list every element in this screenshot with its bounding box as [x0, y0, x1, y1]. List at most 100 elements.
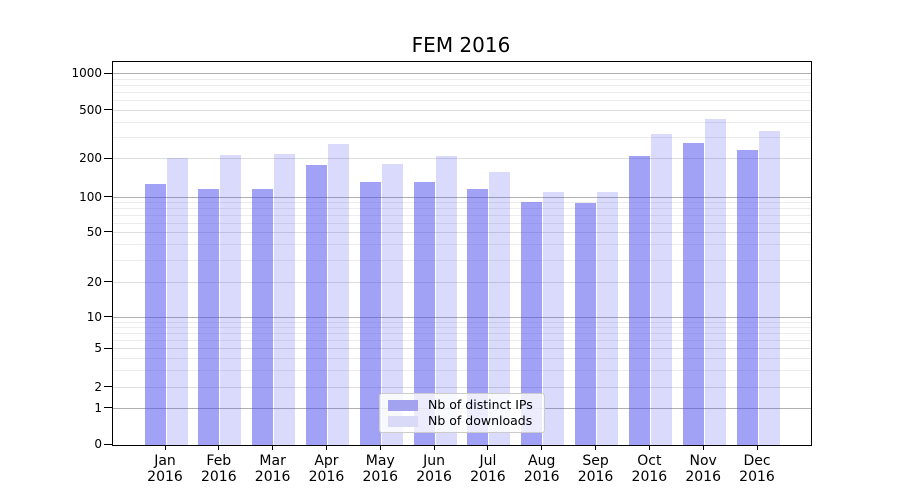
x-tick-feb	[218, 445, 220, 450]
x-tick-label-nov: Nov 2016	[685, 453, 721, 485]
gridline-900	[113, 78, 811, 80]
y-tick-label-1000: 1000	[71, 66, 102, 81]
bar-downloads-jan	[166, 157, 188, 445]
gridline-300	[113, 136, 811, 138]
gridline-7	[113, 333, 811, 335]
gridline-90	[113, 202, 811, 204]
y-tick-0	[104, 443, 112, 445]
bar-ips-mar	[252, 189, 274, 445]
bar-ips-dec	[736, 150, 758, 445]
x-tick-label-dec: Dec 2016	[739, 453, 775, 485]
legend-item-downloads: Nb of downloads	[388, 414, 536, 428]
y-tick-label-20: 20	[86, 274, 102, 289]
x-tick-may	[379, 445, 381, 450]
x-tick-label-apr: Apr 2016	[308, 453, 345, 485]
y-tick-5	[104, 347, 112, 349]
bar-downloads-oct	[650, 134, 672, 445]
y-tick-label-200: 200	[79, 151, 102, 166]
legend-label-distinct-ips: Nb of distinct IPs	[428, 397, 533, 412]
x-tick-jun	[433, 445, 435, 450]
bar-ips-feb	[198, 189, 220, 445]
y-tick-20	[104, 281, 112, 283]
gridline-600	[113, 100, 811, 102]
gridline-80	[113, 207, 811, 209]
bar-downloads-aug	[543, 191, 565, 445]
gridline-40	[113, 243, 811, 245]
gridline-1000	[113, 73, 811, 75]
bar-downloads-sep	[597, 191, 619, 445]
bar-downloads-apr	[327, 143, 349, 445]
bar-downloads-feb	[220, 155, 242, 445]
x-tick-nov	[702, 445, 704, 450]
gridline-60	[113, 222, 811, 224]
x-tick-dec	[756, 445, 758, 450]
y-tick-label-100: 100	[79, 189, 102, 204]
x-tick-label-jun: Jun 2016	[416, 453, 452, 485]
gridline-3	[113, 369, 811, 371]
gridline-500	[113, 110, 811, 111]
bar-ips-apr	[305, 165, 327, 445]
bars-layer	[113, 62, 811, 445]
x-tick-jan	[164, 445, 166, 450]
y-tick-label-2: 2	[94, 379, 102, 394]
gridline-700	[113, 92, 811, 94]
plot-area	[112, 61, 812, 446]
x-tick-label-feb: Feb 2016	[200, 453, 237, 485]
x-tick-mar	[272, 445, 274, 450]
y-tick-label-0: 0	[94, 437, 102, 451]
gridlines-layer	[113, 62, 811, 445]
bar-ips-jul	[467, 188, 489, 445]
gridline-5	[113, 348, 811, 350]
gridline-30	[113, 259, 811, 261]
x-tick-label-jul: Jul 2016	[470, 453, 506, 485]
y-tick-label-1: 1	[94, 400, 102, 415]
gridline-400	[113, 121, 811, 123]
legend-swatch-distinct-ips	[388, 399, 418, 411]
x-tick-label-jan: Jan 2016	[147, 453, 183, 485]
gridline-8	[113, 327, 811, 329]
y-tick-label-5: 5	[94, 341, 102, 356]
bar-ips-nov	[682, 142, 704, 445]
chart-title: FEM 2016	[411, 33, 511, 57]
x-tick-label-mar: Mar 2016	[254, 453, 291, 485]
bar-downloads-nov	[704, 118, 726, 445]
gridline-2	[113, 386, 811, 388]
x-tick-oct	[648, 445, 650, 450]
x-tick-label-oct: Oct 2016	[631, 453, 668, 485]
y-tick-50	[104, 231, 112, 233]
gridline-50	[113, 231, 811, 233]
y-tick-100	[104, 196, 112, 198]
y-tick-label-50: 50	[86, 224, 102, 239]
x-tick-sep	[595, 445, 597, 450]
x-tick-label-aug: Aug 2016	[523, 453, 560, 485]
x-tick-jul	[487, 445, 489, 450]
gridline-70	[113, 214, 811, 216]
x-tick-aug	[541, 445, 543, 450]
gridline-9	[113, 321, 811, 323]
gridline-20	[113, 281, 811, 283]
x-tick-apr	[325, 445, 327, 450]
bar-downloads-jul	[489, 172, 511, 445]
bar-ips-aug	[521, 201, 543, 445]
legend-label-downloads: Nb of downloads	[428, 413, 533, 428]
gridline-4	[113, 357, 811, 359]
gridline-6	[113, 340, 811, 342]
y-tick-200	[104, 157, 112, 159]
gridline-10	[113, 317, 811, 318]
legend-item-distinct-ips: Nb of distinct IPs	[388, 398, 536, 412]
bar-ips-oct	[628, 156, 650, 445]
bar-ips-sep	[575, 203, 597, 445]
bar-ips-may	[359, 182, 381, 445]
bar-downloads-dec	[758, 131, 780, 445]
legend-swatch-downloads	[388, 415, 418, 427]
bar-downloads-jun	[435, 155, 457, 445]
gridline-200	[113, 158, 811, 160]
gridline-800	[113, 85, 811, 87]
y-tick-1	[104, 407, 112, 409]
x-tick-label-may: May 2016	[362, 453, 399, 485]
y-tick-500	[104, 109, 112, 111]
legend: Nb of distinct IPs Nb of downloads	[379, 393, 545, 433]
gridline-100	[113, 196, 811, 198]
bar-downloads-may	[381, 163, 403, 445]
